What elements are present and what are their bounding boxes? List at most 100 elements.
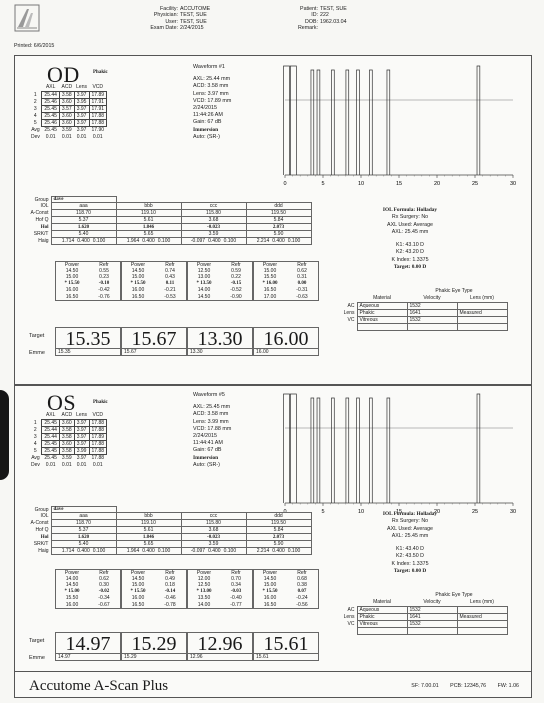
iol-power: 14.00 [65,576,79,582]
axis-tick-label: 5 [321,509,324,515]
waveform-date: 2/24/2015 [193,433,217,440]
refraction: -0.46 [164,595,176,602]
measurement-row: 3 25.44 3.58 3.97 17.89 [29,432,108,441]
lens-status: Phakic [93,70,108,75]
measurement-value: 3.58 [58,432,75,441]
measurement-value: 25.45 [41,446,60,455]
average-row: Avg 25.45 3.59 3.97 17.90 [29,126,107,133]
measurement-value: 17.88 [88,425,108,434]
power-header-label: Power [262,262,278,268]
target-power: 15.35 [55,327,121,350]
measurement-value: 25.45 [41,418,60,427]
refraction: -0.56 [296,601,308,608]
refraction: 0.68 [297,576,307,582]
waveform-title: Waveform #5 [193,392,225,398]
target-power: 15.61 [253,632,319,655]
waveform-vcd: VCD: 17.88 mm [193,425,232,432]
formula-info: IOL Formula: Holladay Rx Surgery: No AXL U… [345,207,475,271]
a-constant-value: 119.10 [115,209,182,218]
selected-power-row: * 15.00 -0.02 [56,589,120,595]
waveform-echo-spike [476,393,481,503]
waveform-lens: Lens: 3.97 mm [193,90,229,97]
iol-power: 14.50 [197,293,211,300]
waveform-time: 11:44:26 AM [193,112,223,119]
emme-label: Emme [29,655,45,661]
k1-value: K1: 43.40 D [396,546,424,553]
measurement-value: 25.45 [41,111,60,120]
iol-power: * 15.50 [130,588,146,594]
power-header: Power Refr [122,262,186,268]
measurement-row: 5 25.46 3.60 3.97 17.88 [29,118,108,127]
iol-power: 14.50 [131,268,145,274]
refraction: -0.52 [230,287,242,294]
power-row: 16.00 -0.42 [56,287,120,293]
refraction-header-label: Refr [165,262,175,268]
column-header: VCD [92,412,104,419]
iol-constants-table: Group dave IOL aaa bbb ccc ddd A-Const 118.70 119… [15,195,312,245]
segment-lens-mm [456,315,508,324]
axis-tick-label: 0 [283,509,286,515]
power-row: 16.00 -0.67 [56,602,120,608]
eye-type-corner [339,295,357,302]
formula-name: IOL Formula: Holladay [382,207,438,213]
hoffer-q-row: Hof Q 5.37 5.61 3.68 5.84 [15,216,312,225]
iol-name-row: IOL aaa bbb ccc ddd [15,512,312,521]
haigis-value: 1.964 0.400 0.100 [115,236,182,245]
average-value: 17.88 [91,454,105,461]
srkt-constant-label: SRK/T [33,230,49,237]
haigis-coefficient: 1.714 [61,547,75,554]
measurement-value: 17.88 [88,418,108,427]
measurement-value: 3.95 [73,97,90,106]
emmetropia-power: 16.00 [253,348,319,356]
axis-tick-label: 20 [434,509,440,515]
iol-power: 14.50 [131,576,145,582]
haigis-coefficient: 0.100 [157,547,171,554]
axis-tick-label: 30 [510,509,516,515]
rx-surgery: Rx Surgery: No [391,214,429,221]
hoffer-q-value: 3.68 [180,216,247,225]
group-value: dave [50,505,117,514]
eye-type-row: Lens Phakic 1641 Measured [339,308,508,317]
axis-tick-label: 25 [472,181,478,187]
group-value: dave [50,195,117,204]
holladay-factor-value: 2.073 [245,223,312,231]
axis-tick-label: 5 [321,181,324,187]
waveform-echo-spike [356,69,360,175]
deviation-value: 0.01 [61,133,72,140]
iol-power: 16.50 [65,293,79,300]
refraction: 0.62 [297,268,307,274]
haigis-coefficient: 0.100 [223,237,237,244]
measurement-row: 3 25.45 3.57 3.97 17.91 [29,104,108,113]
power-row: 14.50 0.55 [56,268,120,274]
row-index: 3 [33,433,37,440]
eye-type-grid: Material Velocity Lens (mm) AC Aqueous 1532 Le… [339,599,508,635]
power-refraction-block: Power Refr 14.50 0.49 15.00 0.18 * 15.50 -0.14 1… [121,569,187,609]
refraction: -0.42 [98,287,110,294]
target-power: 15.67 [121,327,187,350]
refraction: -0.10 [98,280,110,286]
power-row: 15.50 -0.34 [56,595,120,601]
measurement-value: 3.97 [73,118,90,127]
deviation-value: 0.01 [76,461,87,468]
measurement-value: 25.45 [41,104,60,113]
column-header: VCD [92,84,104,91]
srkt-constant-value: 5.65 [115,539,182,548]
srkt-constant-value: 5.40 [50,539,117,548]
measurement-value: 17.91 [88,104,108,113]
eye-type-row: VC Vitreous 1532 [339,619,508,628]
iol-name-label: IOL [40,513,49,520]
power-row: 16.00 -0.46 [122,595,186,601]
average-value: 3.97 [76,126,87,133]
pcb-version: PCB: 12345,76 [450,683,487,689]
hoffer-q-row: Hof Q 5.37 5.61 3.68 5.84 [15,526,312,535]
target-label: Target [29,638,45,644]
deviation-value: 0.01 [61,461,72,468]
axis-tick-label: 15 [396,509,402,515]
eye-type-grid: Material Velocity Lens (mm) AC Aqueous 1532 Le… [339,295,508,331]
power-row: 12.50 0.34 [188,582,252,588]
iol-power: 16.50 [131,293,145,300]
measurement-row: 4 25.45 3.60 3.97 17.88 [29,439,108,448]
average-row: Avg 25.45 3.59 3.97 17.88 [29,454,107,461]
segment-lens-mm: Measured [456,308,508,317]
measurement-row: 2 25.44 3.58 3.97 17.88 [29,425,108,434]
